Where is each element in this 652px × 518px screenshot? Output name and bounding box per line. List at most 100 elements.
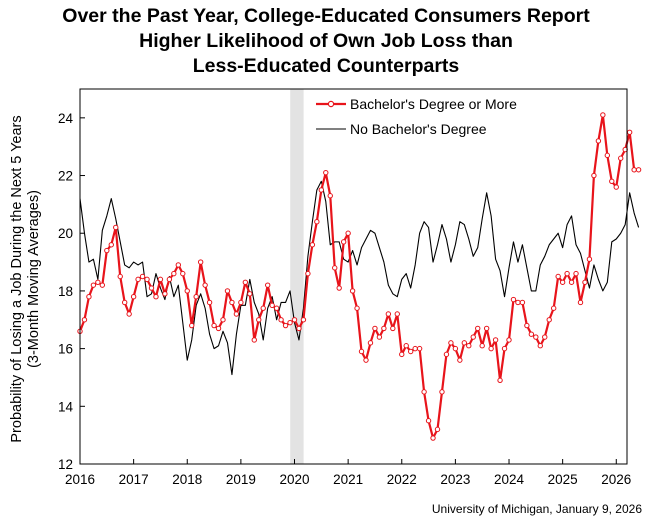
point-bachelors-51 — [305, 270, 311, 277]
point-bachelors-29 — [206, 299, 213, 306]
point-bachelors-102 — [533, 334, 539, 340]
point-bachelors-83 — [448, 340, 454, 346]
point-bachelors-6 — [104, 247, 110, 254]
point-bachelors-106 — [550, 305, 557, 311]
y-axis-label-line-1: Probability of Losing a Job During the N… — [9, 115, 25, 442]
point-bachelors-53 — [314, 218, 320, 225]
y-tick-label-16: 16 — [58, 342, 73, 357]
point-bachelors-21 — [171, 270, 177, 277]
point-bachelors-57 — [332, 265, 338, 271]
point-bachelors-80 — [434, 426, 441, 433]
point-bachelors-46 — [282, 322, 289, 329]
point-bachelors-75 — [412, 345, 418, 352]
point-bachelors-82 — [443, 351, 450, 358]
point-bachelors-73 — [403, 343, 409, 349]
point-bachelors-62 — [354, 305, 360, 311]
y-axis-label-line-2: (3-Month Moving Averages) — [26, 190, 42, 368]
x-tick-label-2019: 2019 — [226, 472, 256, 487]
point-bachelors-105 — [546, 317, 552, 323]
point-bachelors-85 — [457, 357, 463, 363]
point-bachelors-18 — [157, 276, 164, 283]
point-bachelors-107 — [555, 273, 561, 280]
y-tick-label-24: 24 — [58, 111, 74, 126]
point-bachelors-43 — [269, 302, 275, 309]
point-bachelors-78 — [425, 418, 432, 424]
point-bachelors-36 — [238, 299, 244, 306]
point-bachelors-25 — [189, 322, 195, 329]
point-bachelors-70 — [390, 325, 396, 332]
point-bachelors-117 — [600, 112, 606, 118]
point-bachelors-72 — [399, 351, 405, 358]
point-bachelors-81 — [439, 389, 445, 395]
point-bachelors-108 — [559, 279, 566, 285]
y-tick-label-18: 18 — [58, 284, 73, 299]
point-bachelors-95 — [501, 345, 508, 352]
point-bachelors-79 — [430, 435, 436, 441]
point-bachelors-44 — [273, 305, 280, 311]
recession-shading-layer — [290, 89, 304, 464]
point-bachelors-112 — [577, 299, 584, 306]
point-bachelors-116 — [595, 138, 602, 144]
point-bachelors-28 — [202, 282, 208, 288]
point-bachelors-5 — [99, 282, 106, 288]
point-bachelors-48 — [291, 317, 298, 323]
series-layer — [77, 112, 642, 441]
point-bachelors-13 — [135, 276, 141, 283]
point-bachelors-17 — [153, 293, 159, 300]
point-bachelors-49 — [296, 325, 302, 332]
point-bachelors-92 — [488, 345, 494, 352]
point-bachelors-119 — [609, 178, 615, 185]
point-bachelors-4 — [95, 279, 101, 285]
point-bachelors-39 — [251, 337, 257, 343]
point-bachelors-42 — [264, 282, 271, 288]
point-bachelors-52 — [309, 242, 316, 248]
point-bachelors-91 — [483, 325, 490, 332]
point-bachelors-98 — [515, 299, 521, 306]
point-bachelors-47 — [287, 319, 293, 326]
point-bachelors-31 — [215, 325, 222, 332]
point-bachelors-22 — [175, 262, 182, 268]
point-bachelors-37 — [242, 279, 249, 285]
point-bachelors-125 — [635, 167, 642, 173]
point-bachelors-96 — [506, 337, 512, 343]
point-bachelors-45 — [278, 317, 284, 323]
point-bachelors-120 — [613, 184, 619, 190]
point-bachelors-59 — [340, 239, 347, 245]
point-bachelors-9 — [117, 273, 123, 280]
point-bachelors-23 — [180, 270, 186, 277]
point-bachelors-58 — [336, 285, 342, 291]
point-bachelors-87 — [466, 343, 472, 349]
point-bachelors-90 — [479, 343, 485, 349]
point-bachelors-11 — [126, 311, 132, 317]
point-bachelors-115 — [591, 172, 597, 179]
point-bachelors-121 — [618, 155, 624, 161]
x-tick-label-2016: 2016 — [65, 472, 95, 487]
point-bachelors-8 — [113, 224, 119, 231]
x-tick-label-2017: 2017 — [119, 472, 149, 487]
point-bachelors-12 — [130, 293, 137, 300]
chart-title-line-3: Less-Educated Counterparts — [192, 55, 460, 77]
legend-marker-bachelors — [327, 100, 335, 108]
point-bachelors-76 — [416, 345, 423, 352]
point-bachelors-40 — [256, 317, 262, 323]
point-bachelors-32 — [220, 317, 226, 323]
x-tick-label-2023: 2023 — [440, 472, 470, 487]
point-bachelors-88 — [470, 334, 476, 340]
x-tick-label-2020: 2020 — [279, 472, 309, 487]
point-bachelors-1 — [81, 317, 88, 323]
point-bachelors-63 — [358, 348, 365, 355]
point-bachelors-123 — [626, 129, 633, 135]
point-bachelors-24 — [184, 288, 190, 294]
point-bachelors-111 — [573, 270, 579, 277]
point-bachelors-93 — [492, 337, 499, 343]
point-bachelors-114 — [586, 256, 593, 262]
point-bachelors-99 — [519, 299, 526, 306]
point-bachelors-54 — [318, 187, 325, 193]
point-bachelors-19 — [162, 291, 168, 297]
point-bachelors-60 — [345, 230, 351, 236]
y-tick-label-22: 22 — [58, 169, 73, 184]
x-tick-label-2024: 2024 — [494, 472, 525, 487]
recession-shade-0 — [290, 89, 304, 464]
point-bachelors-68 — [381, 325, 387, 332]
